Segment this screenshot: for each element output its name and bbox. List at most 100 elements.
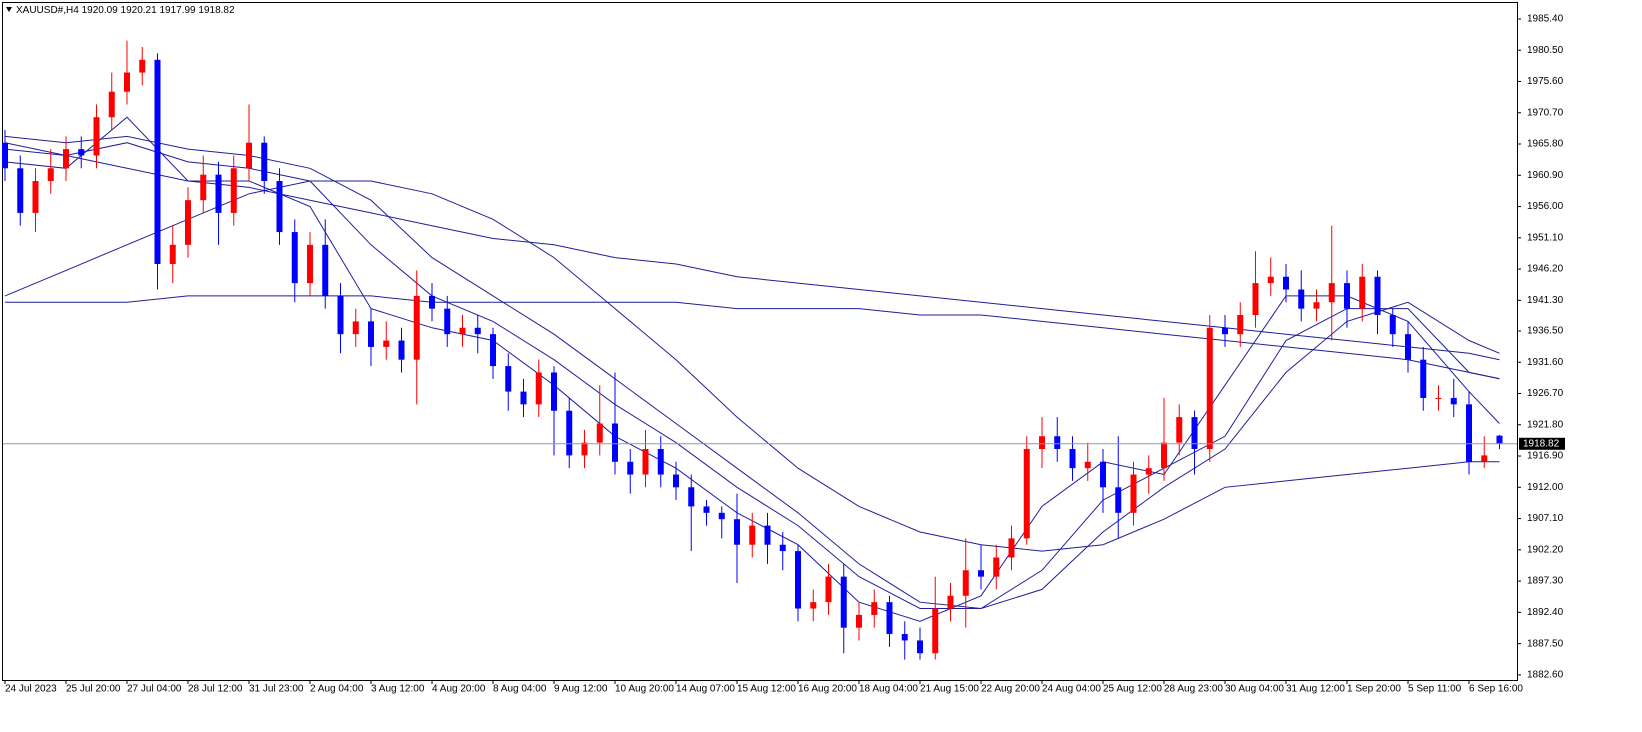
y-tick-label: 1887.50: [1527, 638, 1564, 649]
candle-body: [200, 174, 207, 201]
x-tick-label: 8 Aug 04:00: [493, 684, 547, 695]
candle-body: [1313, 302, 1320, 309]
candle-body: [749, 525, 756, 545]
candle-body: [1023, 449, 1030, 539]
candle-body: [78, 149, 85, 156]
candle-body: [1130, 474, 1137, 513]
y-tick-label: 1985.40: [1527, 14, 1564, 25]
candle-body: [1222, 327, 1228, 335]
y-tick-label: 1926.70: [1527, 388, 1564, 399]
x-tick-label: 2 Aug 04:00: [310, 684, 364, 695]
candle-body: [368, 321, 374, 347]
candle-body: [1176, 417, 1183, 443]
candle-body: [886, 602, 893, 635]
candle-body: [505, 366, 512, 392]
candle-body: [1496, 435, 1503, 444]
candle-body: [840, 576, 847, 628]
y-tick-label: 1951.10: [1527, 232, 1564, 243]
ohlc-open: 1920.09: [82, 5, 119, 16]
x-tick-label: 18 Aug 04:00: [859, 684, 918, 695]
x-tick-label: 4 Aug 20:00: [432, 684, 486, 695]
y-tick-label: 1892.40: [1527, 607, 1564, 618]
candle-body: [1084, 461, 1091, 469]
candle-body: [810, 602, 817, 609]
candle-body: [718, 512, 725, 520]
candle-body: [230, 168, 237, 213]
candle-body: [978, 570, 984, 577]
candle-body: [993, 557, 1000, 577]
candle-body: [429, 295, 435, 309]
x-tick-label: 24 Jul 2023: [5, 684, 57, 695]
candle-body: [856, 614, 862, 628]
candle-body: [108, 91, 115, 118]
candle-body: [596, 423, 603, 443]
x-tick-label: 28 Aug 23:00: [1164, 684, 1223, 695]
x-tick-label: 3 Aug 12:00: [371, 684, 425, 695]
candle-body: [962, 570, 969, 596]
menu-triangle[interactable]: [6, 7, 12, 12]
candle-body: [1374, 276, 1381, 316]
candle-body: [2, 142, 8, 169]
candle-body: [703, 506, 710, 513]
chart-header: XAUUSD#,H4 1920.09 1920.21 1917.99 1918.…: [16, 5, 235, 16]
y-tick-label: 1912.00: [1527, 482, 1564, 493]
ohlc-high: 1920.21: [121, 5, 158, 16]
candle-body: [1267, 276, 1274, 284]
y-tick-label: 1882.60: [1527, 670, 1564, 681]
candle-body: [413, 295, 420, 360]
candle-body: [291, 232, 298, 284]
candle-body: [1298, 289, 1305, 309]
candle-body: [1420, 359, 1427, 398]
plot-frame: [2, 2, 1518, 681]
x-tick-label: 5 Sep 11:00: [1408, 684, 1462, 695]
moving-average: [5, 295, 1500, 380]
candle-body: [398, 340, 405, 360]
y-tick-label: 1941.30: [1527, 295, 1564, 306]
x-tick-label: 30 Aug 04:00: [1225, 684, 1284, 695]
ohlc-close: 1918.82: [198, 5, 235, 16]
candle-body: [1008, 538, 1015, 558]
price-label-box: [1519, 437, 1565, 450]
candle-body: [154, 59, 161, 264]
candle-body: [490, 334, 496, 367]
y-tick-label: 1931.60: [1527, 357, 1564, 368]
candle-body: [551, 372, 557, 411]
moving-average: [4, 142, 1500, 361]
y-tick-label: 1897.30: [1527, 576, 1564, 587]
y-tick-label: 1975.60: [1527, 76, 1564, 87]
candle-body: [32, 181, 39, 213]
candle-body: [642, 449, 649, 475]
candle-body: [535, 372, 542, 405]
x-tick-label: 9 Aug 12:00: [554, 684, 608, 695]
symbol: XAUUSD#,H4: [16, 5, 79, 16]
price-label: 1918.82: [1523, 438, 1560, 449]
candle-body: [276, 181, 283, 233]
moving-average: [4, 142, 1500, 609]
candle-body: [1405, 334, 1411, 360]
candle-body: [383, 340, 390, 347]
candle-body: [1054, 436, 1061, 450]
x-tick-label: 14 Aug 07:00: [676, 684, 735, 695]
x-tick-label: 6 Sep 16:00: [1469, 684, 1523, 695]
candle-body: [1100, 461, 1106, 488]
candle-body: [1328, 283, 1335, 303]
candle-body: [1435, 397, 1442, 399]
candle-body: [261, 142, 268, 182]
candle-body: [139, 59, 146, 73]
candle-body: [657, 449, 664, 475]
candle-body: [63, 149, 69, 169]
candle-body: [520, 391, 527, 405]
candle-body: [947, 595, 954, 609]
candle-body: [1252, 283, 1259, 316]
y-tick-label: 1921.80: [1527, 419, 1564, 430]
candle-body: [17, 168, 24, 213]
candle-body: [1359, 276, 1366, 309]
y-tick-label: 1960.90: [1527, 170, 1564, 181]
x-tick-label: 25 Jul 20:00: [66, 684, 121, 695]
candle-body: [1450, 397, 1457, 405]
y-tick-label: 1956.00: [1527, 201, 1564, 212]
candle-body: [185, 200, 191, 245]
candle-body: [871, 602, 878, 615]
y-tick-label: 1907.10: [1527, 513, 1564, 524]
